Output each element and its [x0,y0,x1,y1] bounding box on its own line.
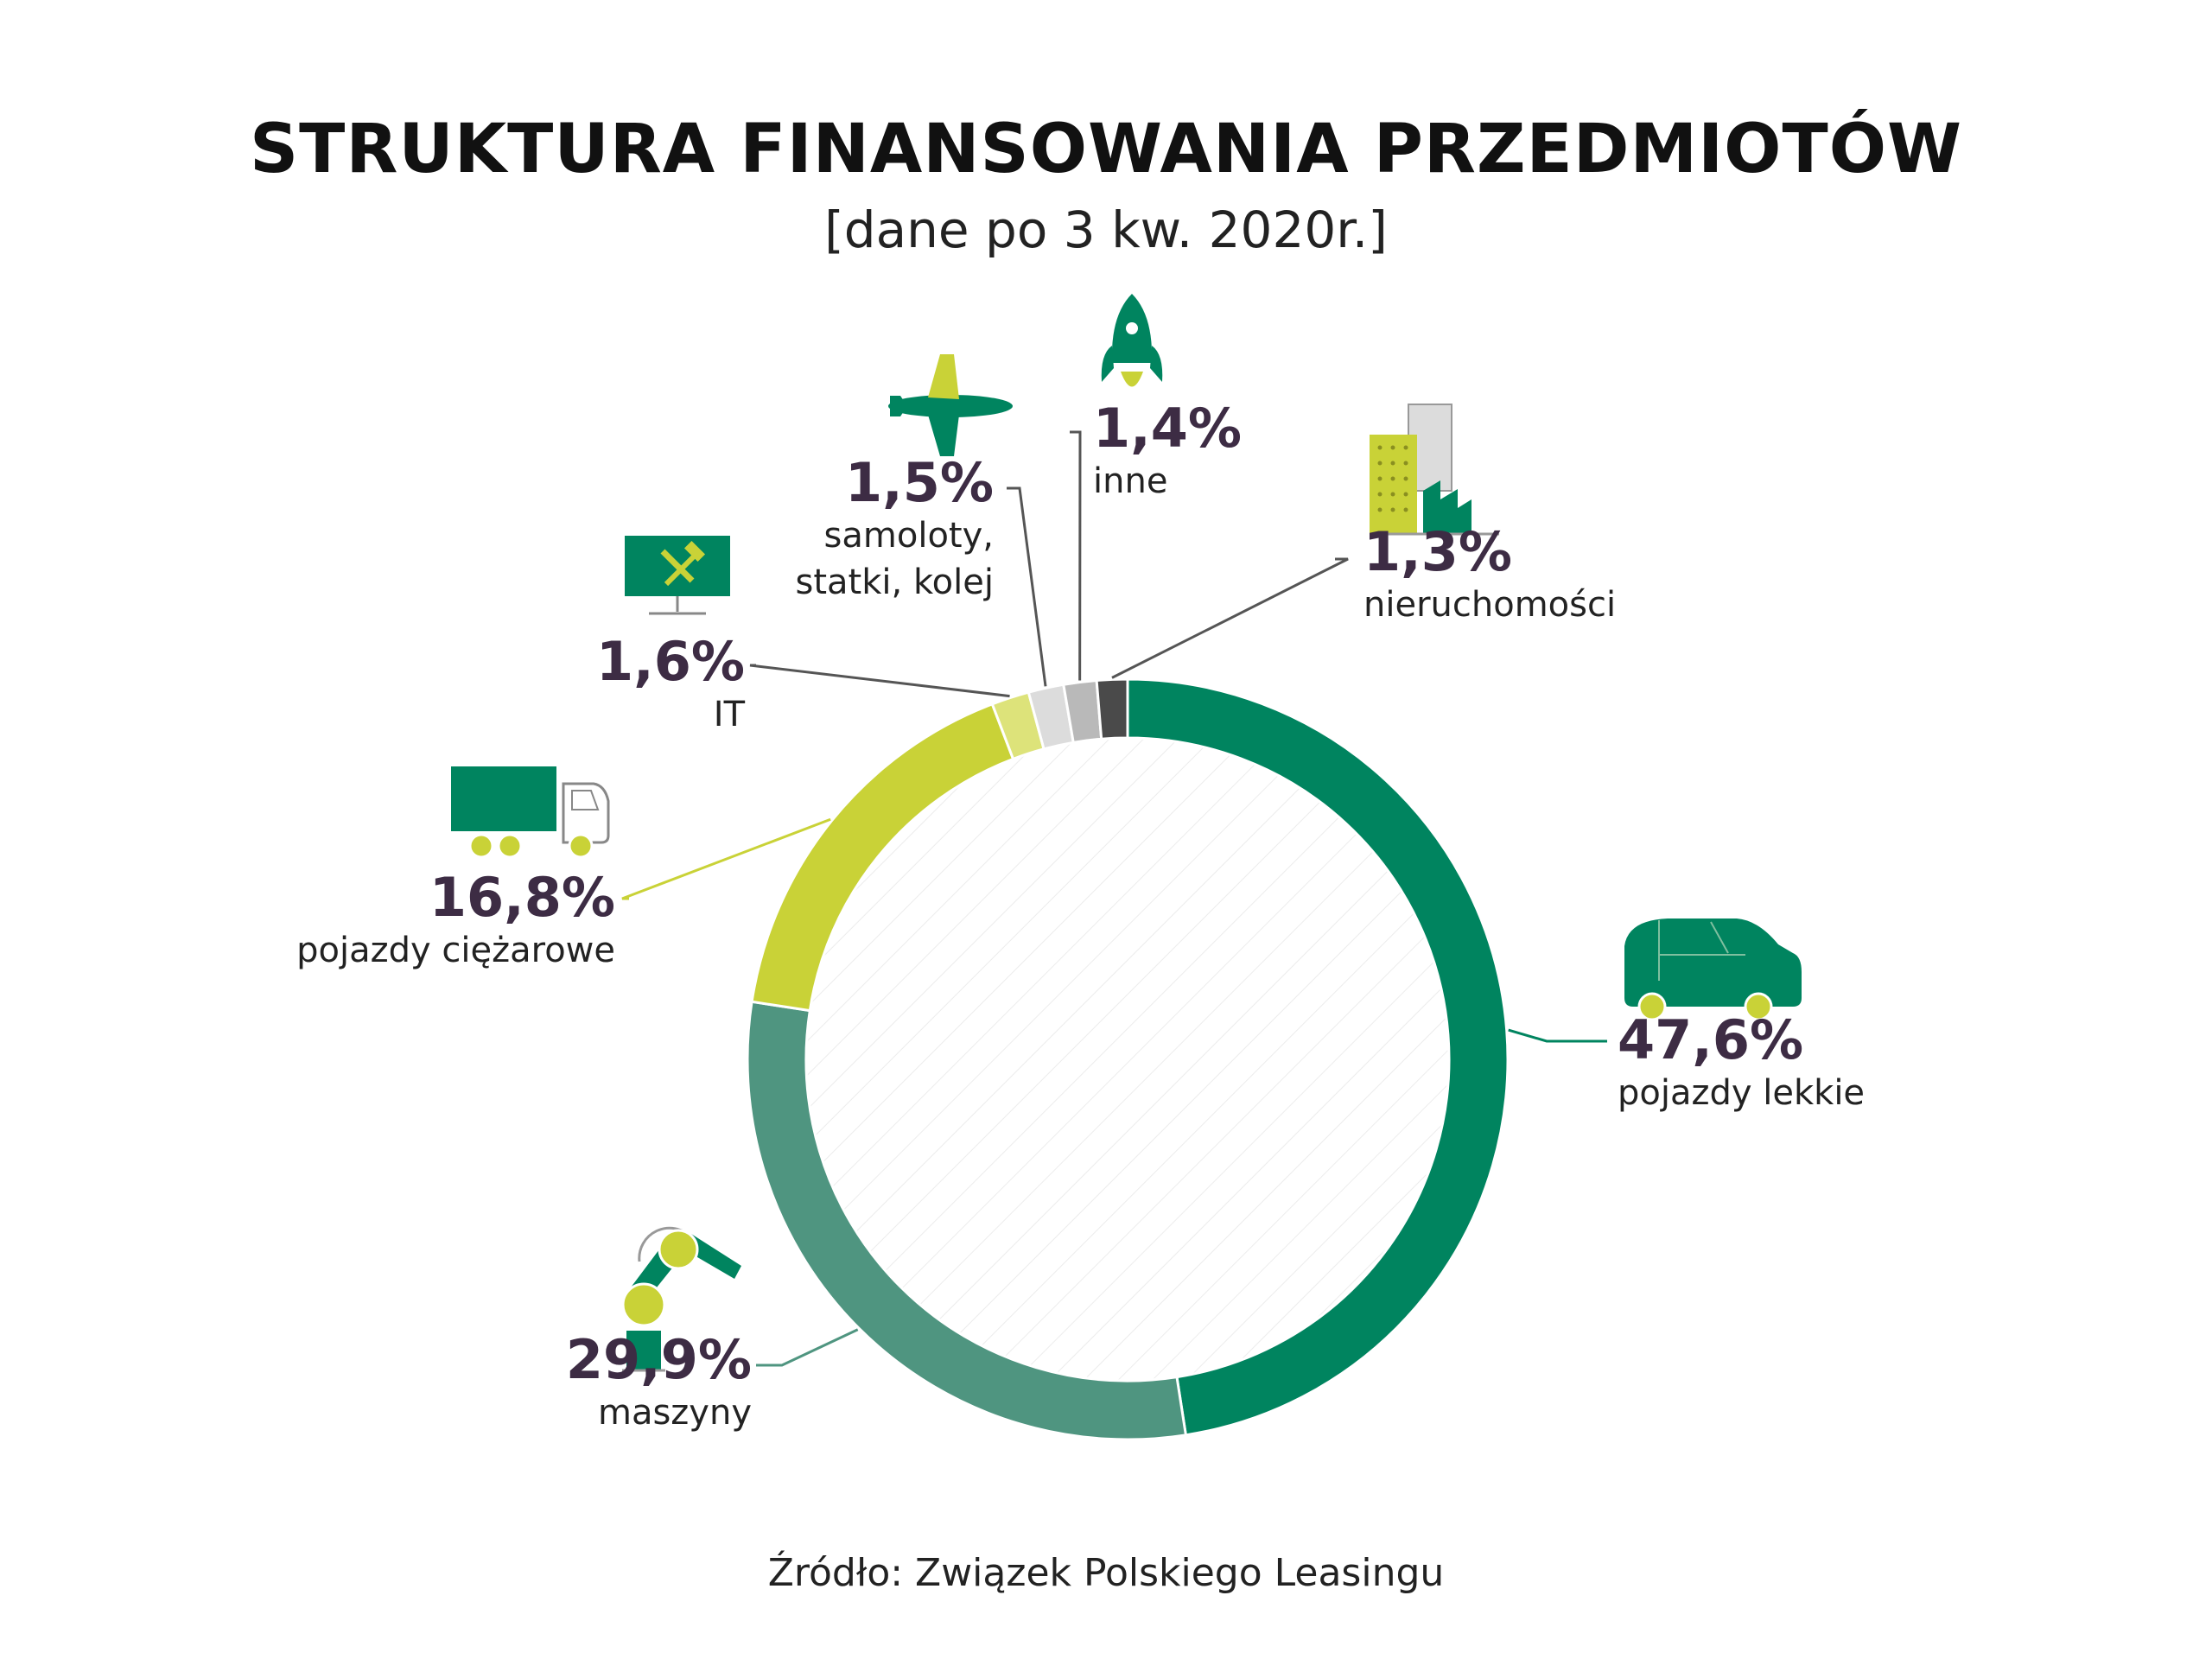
category-pojazdy-ciezarowe: pojazdy ciężarowe [296,931,615,971]
category-samoloty: samoloty, statki, kolej [795,516,994,603]
truck-icon [451,766,610,859]
buildings-icon [1370,404,1499,536]
value-pojazdy-lekkie: 47,6% [1618,1008,1804,1071]
label-maszyny: 29,9% maszyny [484,1328,752,1436]
leader-line-0 [1508,1028,1607,1043]
leader-lines [621,430,1607,1367]
value-inne: 1,4% [1093,397,1242,460]
car-icon [1624,918,1802,1021]
value-samoloty: 1,5% [845,451,994,514]
donut-slices [746,677,1510,1441]
chart-subtitle: [dane po 3 kw. 2020r.] [824,200,1388,259]
label-nieruchomosci: 1,3% nieruchomości [1363,520,1617,628]
slice-0 [1126,677,1510,1437]
chart-title: STRUKTURA FINANSOWANIA PRZEDMIOTÓW [249,111,1963,188]
label-samoloty: 1,5% samoloty, statki, kolej [778,451,994,606]
label-it: 1,6% IT [562,632,745,738]
leader-line-5 [1070,430,1082,681]
label-inne: 1,4% inne [1093,397,1242,505]
value-it: 1,6% [596,630,745,693]
airplane-icon [888,354,1013,456]
source-note: Źródło: Związek Polskiego Leasingu [767,1551,1445,1595]
label-pojazdy-lekkie: 47,6% pojazdy lekkie [1618,1008,1866,1116]
monitor-tools-icon [625,536,730,615]
donut-center-hatch [806,738,1449,1381]
leader-line-6 [1111,557,1349,679]
category-pojazdy-lekkie: pojazdy lekkie [1618,1073,1866,1114]
leader-line-2 [621,817,831,900]
robot-arm-icon [621,1226,741,1372]
category-maszyny: maszyny [597,1393,752,1433]
label-pojazdy-ciezarowe: 16,8% pojazdy ciężarowe [242,868,615,974]
leader-line-1 [756,1328,859,1367]
category-inne: inne [1093,461,1168,502]
value-maszyny: 29,9% [565,1328,752,1391]
rocket-icon [1101,294,1163,387]
value-nieruchomosci: 1,3% [1363,520,1512,583]
category-nieruchomosci: nieruchomości [1363,585,1617,626]
value-pojazdy-ciezarowe: 16,8% [429,866,615,929]
category-it: IT [713,695,745,735]
slice-6 [1095,677,1129,741]
leader-line-4 [1007,486,1047,687]
leader-line-3 [749,664,1010,698]
